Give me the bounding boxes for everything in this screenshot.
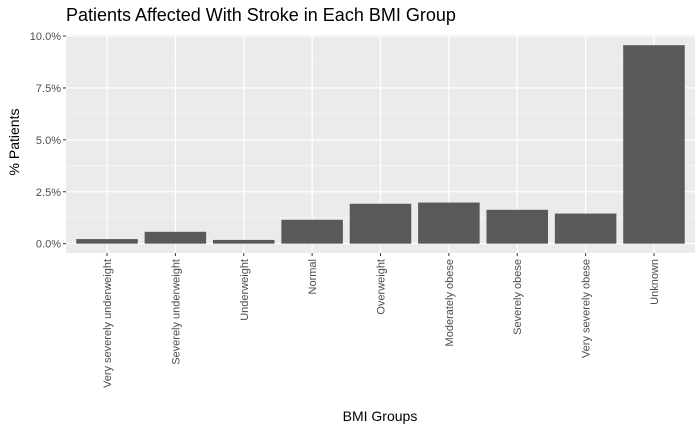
bar xyxy=(418,202,480,244)
bar xyxy=(486,209,549,244)
bar xyxy=(623,45,685,244)
x-tick-label: Severely underweight xyxy=(170,259,182,365)
y-tick-label: 7.5% xyxy=(36,83,61,95)
x-tick-label: Underweight xyxy=(239,259,251,321)
x-tick-label: Moderately obese xyxy=(444,259,456,346)
bar xyxy=(349,203,412,244)
bar xyxy=(144,231,207,244)
x-tick-label: Severely obese xyxy=(512,259,524,335)
y-axis: 0.0% 2.5% 5.0% 7.5% 10.0% xyxy=(30,31,66,251)
x-tick-label: Unknown xyxy=(649,259,661,305)
x-tick-label: Overweight xyxy=(376,259,388,315)
x-tick-label: Very severely underweight xyxy=(102,259,114,388)
x-tick-label: Normal xyxy=(307,259,319,294)
chart-title: Patients Affected With Stroke in Each BM… xyxy=(66,5,456,25)
bar xyxy=(554,213,617,244)
y-axis-title: % Patients xyxy=(6,109,22,176)
x-tick-label: Very severely obese xyxy=(581,259,593,358)
x-axis-title: BMI Groups xyxy=(343,408,418,424)
major-gridlines xyxy=(66,35,695,253)
bars xyxy=(76,45,685,244)
y-tick-label: 0.0% xyxy=(36,239,61,251)
y-tick-label: 2.5% xyxy=(36,187,61,199)
bar xyxy=(76,239,138,244)
bar xyxy=(212,239,275,244)
bar xyxy=(281,219,343,244)
y-tick-label: 5.0% xyxy=(36,135,61,147)
x-axis: Very severely underweight Severely underw… xyxy=(102,253,661,388)
y-tick-label: 10.0% xyxy=(30,31,61,43)
